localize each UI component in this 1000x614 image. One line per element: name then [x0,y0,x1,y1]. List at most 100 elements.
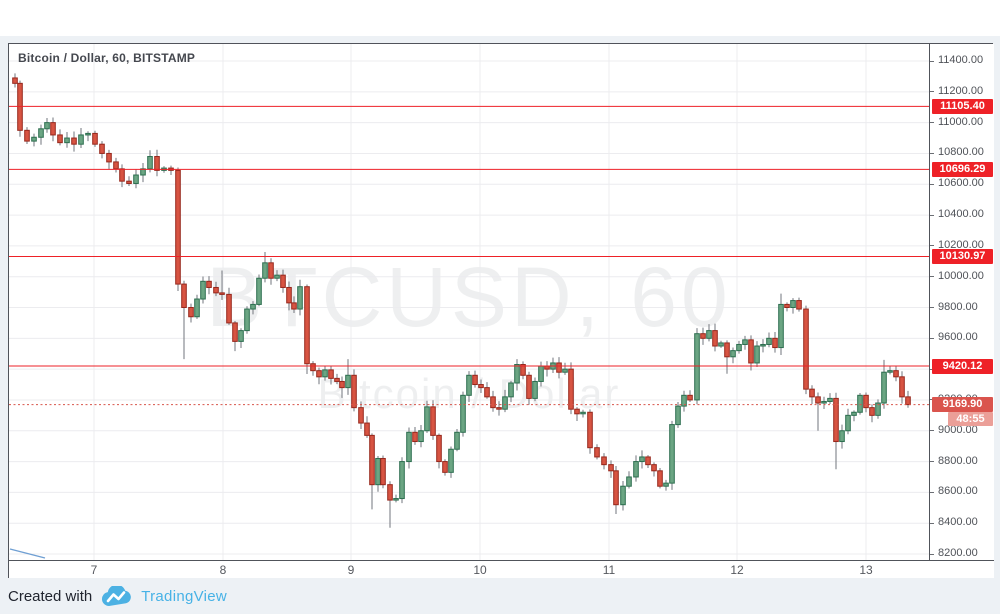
price-axis[interactable]: 11400.00 11200.00 11000.00 10800.00 10600.00… [929,44,994,560]
watermark-symbol: BTCUSD, 60 [206,250,732,344]
candle [280,269,286,293]
candle [544,361,550,377]
candle [532,377,538,402]
candle [681,390,687,412]
price-level-label: 10696.29 [932,161,993,177]
candle [436,433,442,469]
candle [274,270,280,282]
candle [57,129,63,146]
tradingview-brand-link[interactable]: TradingView [141,587,228,605]
candle [587,409,593,454]
candle [412,427,418,445]
candle [514,359,520,391]
candle [286,281,292,311]
candle [520,361,526,380]
candle [766,332,772,348]
candle [310,361,316,376]
candle [526,371,532,405]
price-tick-label: 10200.00 [938,238,984,251]
candle [460,391,466,437]
price-tick-label: 8400.00 [938,516,978,529]
candle [790,298,796,314]
candle [772,331,778,353]
candle [857,393,863,415]
price-tick-mark [930,122,934,124]
price-tick-label: 11400.00 [938,54,984,66]
candle [106,149,112,170]
candle [472,370,478,388]
candle [845,408,851,435]
candle [351,369,357,412]
candle [71,131,77,152]
candle [538,361,544,387]
candle [369,433,375,510]
candle [206,276,212,295]
candle [238,328,244,349]
candle [50,117,56,142]
time-tick-label: 12 [730,563,744,577]
candle [718,340,724,348]
price-tick-label: 10600.00 [938,177,984,190]
candle [580,409,586,418]
candle [669,420,675,490]
candle [724,340,730,374]
bar-countdown-label: 48:55 [948,412,993,427]
candle [244,306,250,334]
candle [219,270,225,300]
time-tick-label: 7 [90,563,98,577]
candle [784,302,790,312]
candle [815,392,821,431]
candle [168,165,174,176]
candle [730,347,736,364]
chart-plot-area[interactable]: BTCUSD, 60 Bitcoin / Dollar Bitcoin / Do… [9,44,929,560]
candle [760,339,766,353]
candle [126,176,132,186]
candle [899,371,905,404]
time-axis[interactable]: 7 8 9 10 11 12 13 [9,560,994,578]
trend-line[interactable] [9,548,46,559]
candle [256,274,262,307]
price-tick-mark [930,461,934,463]
candle [291,296,297,314]
candle [454,429,460,452]
candle [620,480,626,511]
price-tick-mark [930,337,934,339]
candle [574,407,580,422]
candle [887,366,893,375]
candle [358,401,364,430]
candle [778,293,784,355]
candle [339,376,345,398]
price-tick-label: 9600.00 [938,331,978,344]
candle [851,410,857,422]
candlestick-canvas[interactable] [9,44,929,560]
price-level-label: 11105.40 [932,98,993,114]
candle [833,392,839,470]
candle [375,456,381,492]
candle [38,124,44,145]
candle [31,133,37,147]
candle [508,380,514,403]
price-tick-label: 9800.00 [938,300,978,313]
candle [406,427,412,469]
candle [268,258,274,285]
candle [399,457,405,504]
candle [181,280,187,360]
candle [119,164,125,188]
candle [194,294,200,319]
candle [645,455,651,469]
candle [754,341,760,367]
candle [478,379,484,394]
candle [17,80,23,137]
candle [232,321,238,352]
candle [24,127,30,145]
credit-bar: Created with TradingView [8,584,227,608]
candle [601,453,607,470]
candle [484,382,490,399]
candle [490,390,496,412]
price-tick-label: 11000.00 [938,115,984,128]
candle [466,371,472,402]
candle [613,466,619,514]
page-header-strip [0,0,1000,36]
candle [322,366,328,381]
candle [387,481,393,528]
